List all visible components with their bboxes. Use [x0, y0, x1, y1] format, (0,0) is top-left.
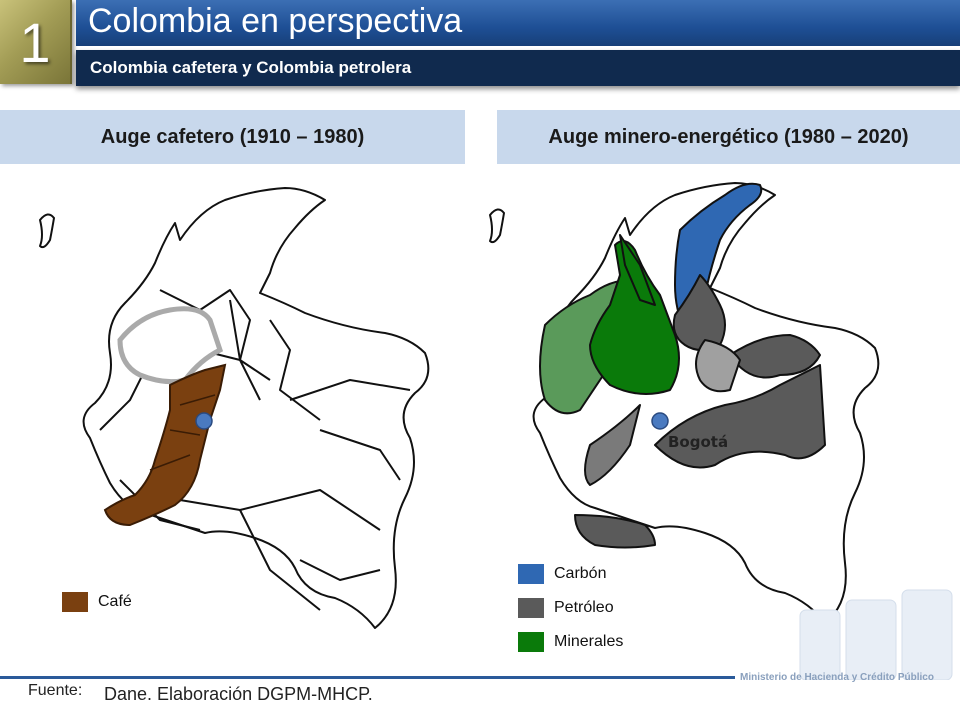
petroleum-light-region [695, 339, 741, 393]
slide-subtitle: Colombia cafetera y Colombia petrolera [90, 58, 412, 77]
map-mining-colombia [489, 182, 880, 624]
source-label: Fuente: [28, 682, 83, 699]
bogota-label: Bogotá [668, 433, 729, 451]
legend-minerals-swatch [518, 632, 544, 652]
subtitle-bar: Colombia cafetera y Colombia petrolera [76, 50, 960, 86]
bogota-marker-right [651, 412, 669, 430]
legend-petroleum-swatch [518, 598, 544, 618]
slide-title: Colombia en perspectiva [88, 2, 463, 40]
minerals-corridor [619, 234, 656, 306]
section-title-coffee: Auge cafetero (1910 – 1980) [0, 110, 465, 164]
legend-coffee-label: Café [98, 593, 132, 610]
bogota-marker-left [195, 412, 213, 430]
petroleum-region-south [574, 514, 656, 549]
minerals-region [589, 240, 680, 395]
footer-divider [0, 676, 735, 679]
section-title-mining: Auge minero-energético (1980 – 2020) [497, 110, 960, 164]
legend-minerals: Minerales [518, 632, 623, 652]
petroleum-region-main [654, 364, 826, 469]
colombia-outline-left [82, 187, 430, 629]
petroleum-region-west [584, 404, 641, 486]
petroleum-region-east [729, 334, 821, 379]
legend-petroleum: Petróleo [518, 598, 614, 618]
legend-coal: Carbón [518, 564, 606, 584]
ministry-watermark-graphic [799, 589, 953, 680]
legend-petroleum-label: Petróleo [554, 599, 614, 616]
title-bar: Colombia en perspectiva [76, 0, 960, 46]
legend-minerals-label: Minerales [554, 633, 624, 650]
legend-coffee-swatch [62, 592, 88, 612]
source-text: Dane. Elaboración DGPM-MHCP. [104, 684, 373, 704]
legend-coffee: Café [62, 592, 132, 612]
legend-coal-swatch [518, 564, 544, 584]
coffee-region [103, 363, 227, 527]
map-coffee-colombia [39, 187, 430, 629]
section-number: 1 [19, 10, 51, 74]
legend-coal-label: Carbón [554, 565, 607, 582]
petroleum-region-north [672, 274, 726, 351]
section-number-badge: 1 [0, 0, 72, 84]
ministry-name: Ministerio de Hacienda y Crédito Público [740, 672, 934, 683]
